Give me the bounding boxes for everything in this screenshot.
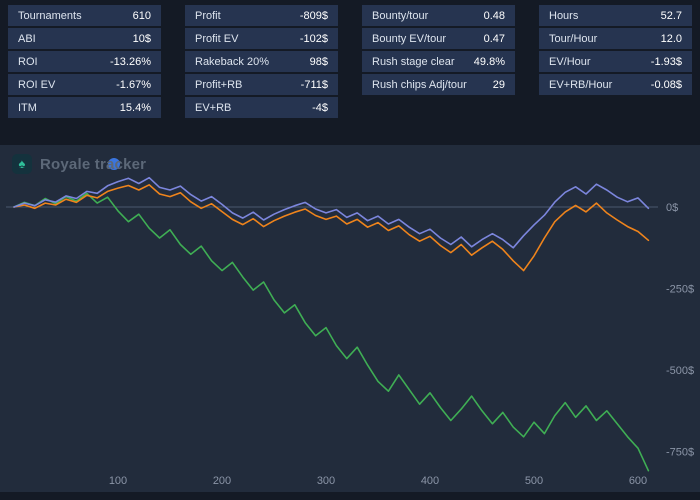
stat-value: 0.48 [483, 9, 505, 22]
stat-row: Profit -809$ [185, 5, 338, 26]
stat-label: Rush stage clear [372, 55, 455, 68]
y-axis-label: -500$ [666, 365, 694, 377]
profit-chart-svg[interactable]: 0$ -250$ -500$ -750$ 100 200 300 400 500 600 [0, 145, 700, 492]
stat-row: Profit+RB -711$ [185, 74, 338, 95]
stat-value: 15.4% [119, 101, 151, 114]
stat-row: ROI EV -1.67% [8, 74, 161, 95]
stat-row: Tournaments 610 [8, 5, 161, 26]
stat-label: Profit EV [195, 32, 239, 45]
stat-label: Profit [195, 9, 221, 22]
x-axis-label: 100 [109, 475, 127, 487]
stat-label: EV+RB [195, 101, 232, 114]
x-axis-label: 200 [213, 475, 231, 487]
stat-label: Tour/Hour [549, 32, 598, 45]
stat-row: Rush stage clear 49.8% [362, 51, 515, 72]
footer-strip [0, 492, 700, 500]
stat-row: Hours 52.7 [539, 5, 692, 26]
stat-row: Bounty/tour 0.48 [362, 5, 515, 26]
stats-column: Tournaments 610 ABI 10$ ROI -13.26% ROI EV -1.6… [8, 5, 161, 118]
stat-value: -102$ [299, 32, 328, 45]
stat-value: 12.0 [660, 32, 682, 45]
stat-row: Bounty EV/tour 0.47 [362, 28, 515, 49]
x-axis-label: 300 [317, 475, 335, 487]
stat-label: ABI [18, 32, 36, 45]
stat-row: EV/Hour -1.93$ [539, 51, 692, 72]
y-axis-label: 0$ [666, 202, 678, 214]
stat-value: -809$ [299, 9, 328, 22]
stat-value: -1.67% [116, 78, 151, 91]
x-axis-label: 500 [525, 475, 543, 487]
stat-value: 52.7 [660, 9, 682, 22]
chart-line-ev-rb [13, 176, 650, 249]
stat-label: Hours [549, 9, 579, 22]
stats-bar: Tournaments 610 ABI 10$ ROI -13.26% ROI EV -1.6… [0, 0, 700, 118]
stat-value: -711$ [300, 78, 328, 91]
stat-row: EV+RB/Hour -0.08$ [539, 74, 692, 95]
chart-line-profit-ev [13, 183, 650, 272]
stat-label: EV/Hour [549, 55, 591, 68]
stat-row: Tour/Hour 12.0 [539, 28, 692, 49]
stat-value: 610 [132, 9, 151, 22]
chart-panel: ♠ Royale tracker 0$ -250$ -500$ -750$ 100 200… [0, 145, 700, 492]
x-axis-label: 400 [421, 475, 439, 487]
stat-value: 49.8% [473, 55, 505, 68]
chart-line-profit [13, 192, 650, 472]
stat-label: Bounty/tour [372, 9, 429, 22]
stats-column: Bounty/tour 0.48 Bounty EV/tour 0.47 Rush st… [362, 5, 515, 118]
stat-label: Tournaments [18, 9, 82, 22]
stat-row: ABI 10$ [8, 28, 161, 49]
stat-value: 10$ [132, 32, 151, 45]
stat-value: 98$ [309, 55, 328, 68]
stats-column: Hours 52.7 Tour/Hour 12.0 EV/Hour -1.93$ EV+RB… [539, 5, 692, 118]
stat-row: ROI -13.26% [8, 51, 161, 72]
y-axis-label: -750$ [666, 447, 694, 459]
stat-value: -4$ [312, 101, 328, 114]
stat-value: 29 [492, 78, 505, 91]
stat-value: -13.26% [110, 55, 151, 68]
stat-row: ITM 15.4% [8, 97, 161, 118]
stat-label: Bounty EV/tour [372, 32, 446, 45]
stat-row: Rakeback 20% 98$ [185, 51, 338, 72]
stats-column: Profit -809$ Profit EV -102$ Rakeback 20% 98$… [185, 5, 338, 118]
stat-label: Rush chips Adj/tour [372, 78, 467, 91]
stat-label: EV+RB/Hour [549, 78, 613, 91]
stat-row: Profit EV -102$ [185, 28, 338, 49]
stat-label: ROI EV [18, 78, 56, 91]
x-axis-label: 600 [629, 475, 647, 487]
y-axis-label: -250$ [666, 284, 694, 296]
stat-value: -0.08$ [650, 78, 682, 91]
stat-label: Profit+RB [195, 78, 243, 91]
stat-row: Rush chips Adj/tour 29 [362, 74, 515, 95]
stat-row: EV+RB -4$ [185, 97, 338, 118]
stat-label: ROI [18, 55, 38, 68]
stat-label: ITM [18, 101, 37, 114]
stat-value: -1.93$ [650, 55, 682, 68]
stat-label: Rakeback 20% [195, 55, 269, 68]
stat-value: 0.47 [483, 32, 505, 45]
